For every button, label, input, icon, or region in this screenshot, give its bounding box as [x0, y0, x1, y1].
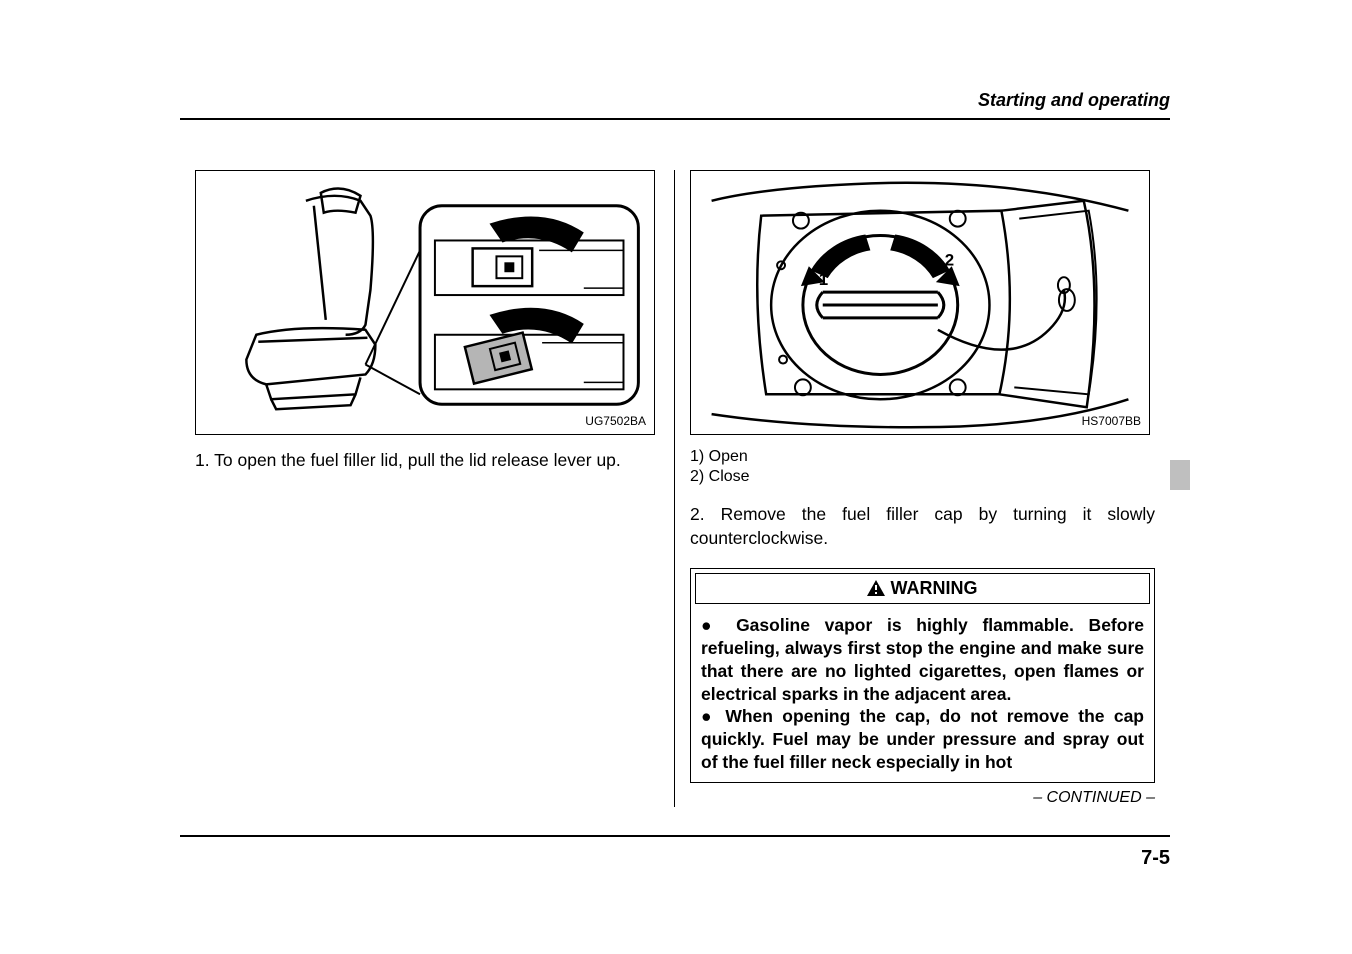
- bullet-icon: ●: [701, 615, 736, 635]
- warning-title: WARNING: [891, 578, 978, 598]
- cap-label-1: 1: [819, 270, 828, 289]
- page-number: 7-5: [180, 847, 1170, 870]
- figure-code-right: HS7007BB: [1082, 414, 1141, 428]
- continued-label: – CONTINUED –: [690, 789, 1155, 807]
- legend-close: 2) Close: [690, 467, 1155, 487]
- warning-box: WARNING ● Gasoline vapor is highly flamm…: [690, 568, 1155, 782]
- cap-label-2: 2: [945, 250, 954, 269]
- figure-code-left: UG7502BA: [585, 414, 646, 428]
- page-side-tab: [1170, 460, 1190, 490]
- bullet-icon: ●: [701, 706, 725, 726]
- section-title: Starting and operating: [978, 90, 1170, 111]
- figure-fuel-cap: 1 2 HS7007BB: [690, 170, 1150, 435]
- figure-seat-lever: UG7502BA: [195, 170, 655, 435]
- warning-triangle-icon: [867, 580, 885, 596]
- legend-open: 1) Open: [690, 447, 1155, 467]
- warning-bullet-1: Gasoline vapor is highly flammable. Befo…: [701, 615, 1144, 703]
- step2-text: 2. Remove the fuel filler cap by turning…: [690, 503, 1155, 550]
- step1-text: 1. To open the fuel filler lid, pull the…: [195, 449, 659, 473]
- warning-bullet-2: When opening the cap, do not remove the …: [701, 706, 1144, 772]
